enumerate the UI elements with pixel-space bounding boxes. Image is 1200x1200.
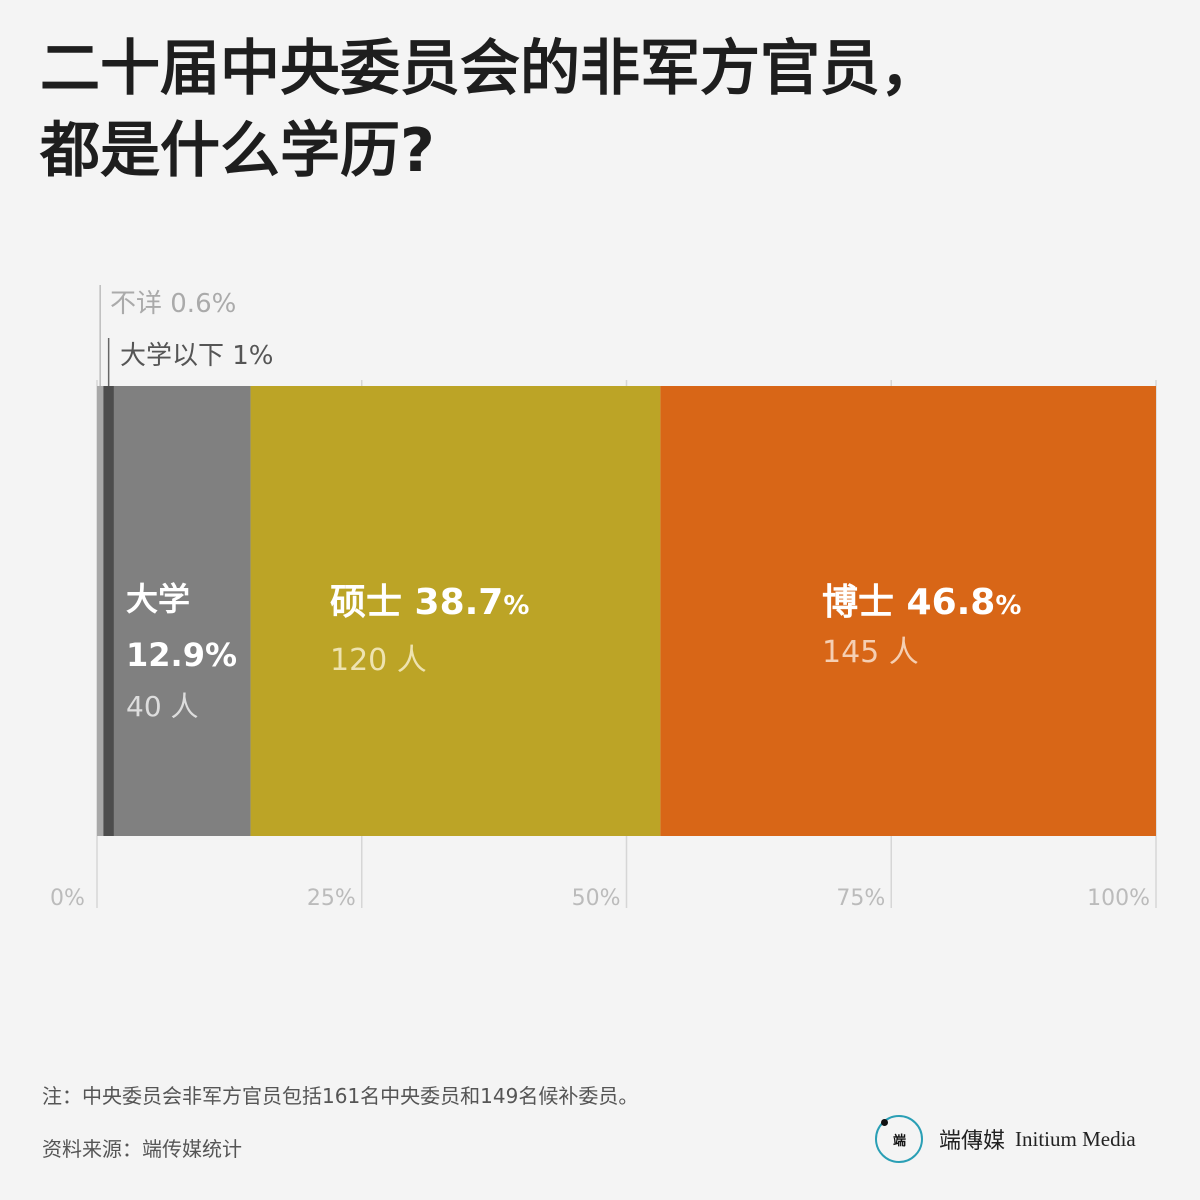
brand-logo-dot — [881, 1119, 888, 1126]
callout-unknown: 不详 0.6% — [110, 289, 236, 319]
label-master-count: 120 人 — [330, 643, 427, 678]
label-doctor-percent: 博士 46.8% — [822, 582, 1021, 623]
bar-segment-4 — [250, 386, 661, 836]
bar-segment-1 — [97, 386, 104, 836]
brand-name-zh: 端傳媒 — [939, 1129, 1006, 1154]
brand[interactable]: 端 端傳媒 Initium Media — [875, 1115, 1136, 1163]
label-master-percent: 硕士 38.7% — [330, 582, 529, 623]
tick-label: 25% — [307, 886, 356, 911]
label-doctor-count: 145 人 — [822, 635, 919, 670]
callout-below-univ: 大学以下 1% — [120, 341, 274, 371]
title-line-2: 都是什么学历? — [40, 116, 435, 186]
label-university-percent: 12.9% — [126, 636, 237, 674]
bar-segment-3 — [113, 386, 251, 836]
brand-name-en: Initium Media — [1015, 1126, 1136, 1151]
tick-label: 75% — [836, 886, 885, 911]
label-university-count: 40 人 — [126, 690, 199, 723]
tick-label: 0% — [50, 886, 85, 911]
brand-logo-glyph: 端 — [892, 1133, 906, 1149]
bar-segment-5 — [660, 386, 1156, 836]
footnote: 注：中央委员会非军方官员包括161名中央委员和149名候补委员。 — [42, 1084, 639, 1108]
tick-label: 100% — [1087, 886, 1150, 911]
title-line-1: 二十届中央委员会的非军方官员， — [40, 34, 940, 104]
brand-logo-icon: 端 — [875, 1115, 923, 1163]
source-note: 资料来源：端传媒统计 — [42, 1137, 242, 1161]
stacked-bar-chart: 0% 25% 50% 75% 100% 不详 0.6% 大学以下 1% 大学 12.9% 40 人… — [50, 285, 1157, 911]
label-university-name: 大学 — [126, 580, 190, 618]
page-title: 二十届中央委员会的非军方官员， 都是什么学历? — [40, 28, 1160, 192]
tick-label: 50% — [572, 886, 621, 911]
bar-segment-2 — [103, 386, 114, 836]
